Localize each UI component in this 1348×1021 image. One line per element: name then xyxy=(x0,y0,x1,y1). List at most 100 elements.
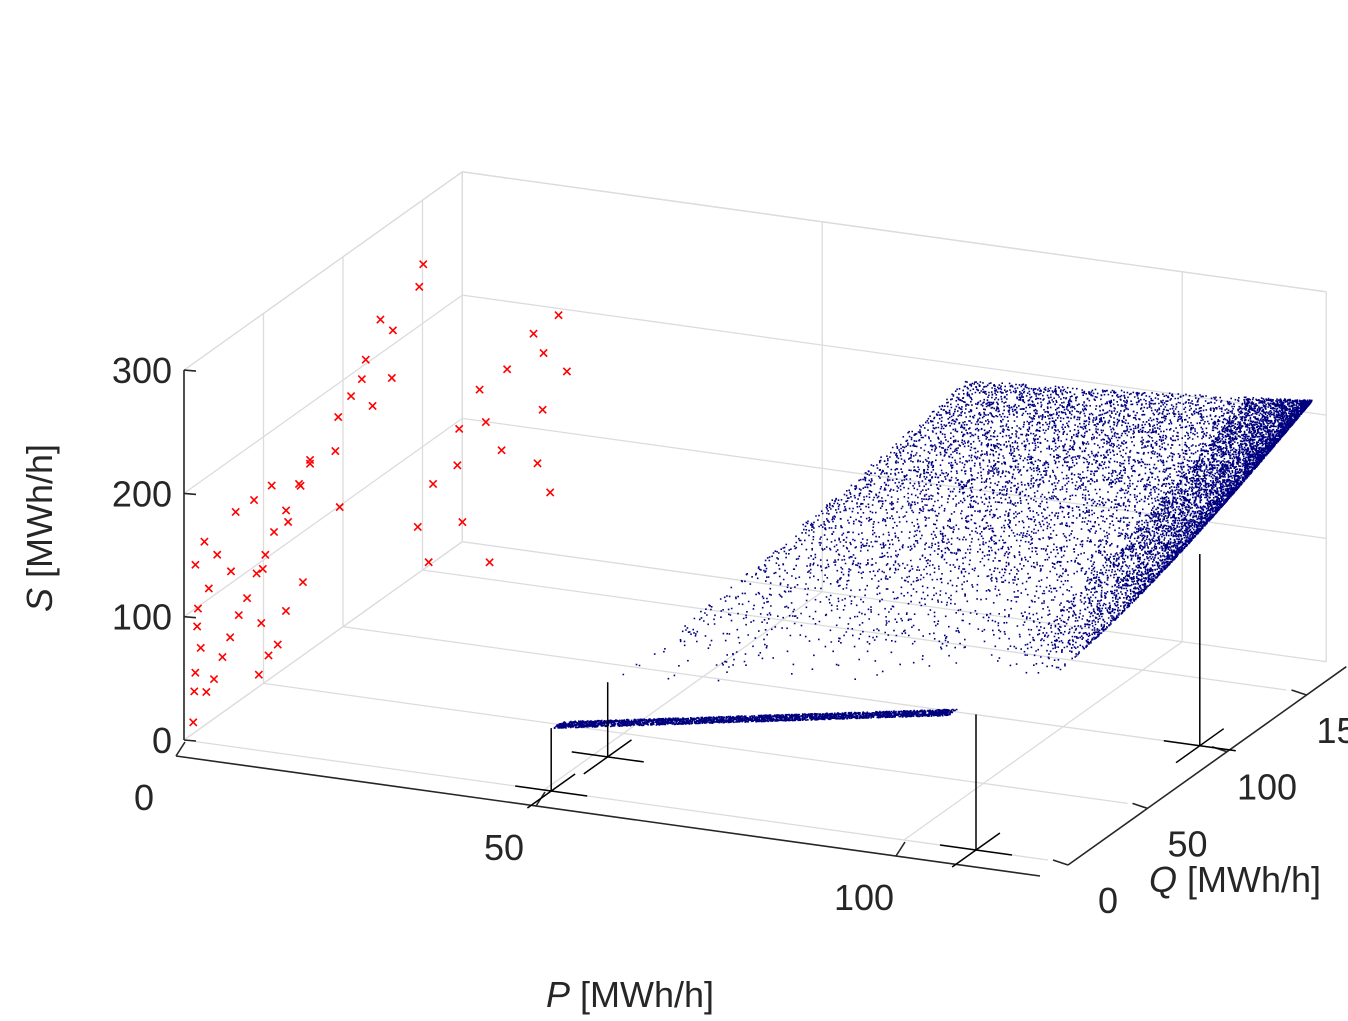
red-cross-marker xyxy=(562,367,572,376)
red-cross-marker xyxy=(419,260,428,269)
red-cross-stroke xyxy=(454,424,464,434)
y-axis-line xyxy=(1067,666,1347,866)
y-tick-label: 150 xyxy=(1316,710,1348,751)
red-cross-stroke xyxy=(481,417,491,427)
red-cross-stroke xyxy=(273,640,282,649)
red-cross-marker xyxy=(305,455,315,465)
red-cross-stroke xyxy=(267,481,276,490)
x-tick-label: 0 xyxy=(134,777,154,818)
red-cross-marker xyxy=(368,401,377,411)
red-cross-marker xyxy=(346,391,356,401)
red-cross-marker xyxy=(242,593,252,603)
red-cross-stroke xyxy=(305,455,315,465)
red-cross-stroke xyxy=(419,260,428,269)
red-cross-marker xyxy=(196,643,205,653)
red-cross-marker xyxy=(231,507,240,517)
grid-line-floor-p xyxy=(903,641,1183,841)
red-cross-stroke xyxy=(213,550,222,559)
red-cross-stroke xyxy=(296,481,305,490)
y-tick-mark xyxy=(1132,802,1148,810)
red-cross-marker xyxy=(252,569,261,578)
red-cross-stroke xyxy=(485,558,494,567)
reference-lines xyxy=(515,554,1236,868)
grid-line-floor-p xyxy=(543,591,823,791)
red-cross-marker xyxy=(475,385,484,394)
y-tick-mark xyxy=(1052,859,1069,866)
red-cross-marker xyxy=(209,674,219,684)
x-tick-mark xyxy=(895,841,906,857)
red-cross-stroke xyxy=(192,622,202,631)
red-cross-stroke xyxy=(200,537,209,546)
z-tick-mark xyxy=(183,492,197,496)
red-cross-marker xyxy=(191,560,200,569)
red-cross-stroke xyxy=(264,651,273,660)
red-cross-marker xyxy=(335,502,344,512)
red-cross-stroke xyxy=(538,405,547,414)
red-cross-marker xyxy=(415,282,424,292)
z-tick-mark xyxy=(183,369,197,372)
x-tick-label: 100 xyxy=(834,877,894,918)
red-cross-stroke xyxy=(388,326,398,335)
red-cross-stroke xyxy=(334,412,343,422)
red-cross-marker xyxy=(539,348,548,358)
red-cross-marker xyxy=(296,481,305,490)
red-cross-stroke xyxy=(458,517,467,527)
red-cross-stroke xyxy=(533,459,542,468)
red-cross-stroke xyxy=(475,385,484,394)
red-cross-marker xyxy=(502,365,512,374)
red-cross-stroke xyxy=(261,550,270,560)
y-tick-label: 0 xyxy=(1098,880,1118,921)
red-cross-marker xyxy=(189,718,198,727)
red-cross-stroke xyxy=(415,282,424,292)
red-cross-stroke xyxy=(269,527,279,537)
red-cross-marker xyxy=(273,640,282,649)
red-cross-marker xyxy=(413,522,422,532)
red-cross-stroke xyxy=(376,315,385,324)
red-cross-marker xyxy=(428,479,438,489)
z-tick-label: 0 xyxy=(152,720,172,761)
red-cross-marker xyxy=(357,374,367,384)
red-cross-marker xyxy=(258,564,267,574)
red-cross-marker xyxy=(204,584,213,593)
z-tick-label: 300 xyxy=(112,350,172,391)
red-cross-marker xyxy=(481,417,491,427)
z-axis-label: S [MWh/h] xyxy=(19,444,60,612)
red-cross-marker xyxy=(254,670,263,679)
red-cross-stroke xyxy=(231,507,240,517)
red-cross-stroke xyxy=(249,495,259,505)
red-cross-marker xyxy=(218,652,227,662)
red-cross-stroke xyxy=(428,479,438,489)
red-cross-stroke xyxy=(257,618,266,628)
red-cross-stroke xyxy=(242,593,252,603)
red-cross-marker xyxy=(257,618,266,628)
red-cross-stroke xyxy=(193,604,203,613)
red-cross-marker xyxy=(264,651,273,660)
red-cross-marker xyxy=(497,446,506,455)
red-cross-stroke xyxy=(189,718,198,727)
x-axis-label: P [MWh/h] xyxy=(546,974,714,1015)
red-cross-marker xyxy=(190,687,199,696)
grid-line-floor-q xyxy=(342,626,1208,748)
red-cross-stroke xyxy=(387,373,396,383)
red-cross-stroke xyxy=(502,365,512,374)
grid-line-side-z xyxy=(183,294,463,494)
red-cross-stroke xyxy=(298,577,308,587)
red-cross-marker xyxy=(554,311,563,320)
red-cross-stroke xyxy=(258,564,267,574)
red-cross-stroke xyxy=(196,643,205,653)
red-cross-stroke xyxy=(413,522,422,532)
grid-line-side-z xyxy=(183,417,463,618)
box-edge xyxy=(462,171,1327,293)
red-cross-marker xyxy=(281,606,291,616)
y-tick-label: 100 xyxy=(1237,767,1297,808)
y-tick-label: 50 xyxy=(1167,823,1207,864)
red-cross-marker xyxy=(387,373,396,383)
red-cross-marker xyxy=(261,550,270,560)
grid-line-floor-p xyxy=(183,541,463,741)
red-cross-marker xyxy=(269,527,279,537)
red-cross-stroke xyxy=(424,558,433,567)
red-cross-marker xyxy=(334,412,343,422)
reference-floor-cross xyxy=(583,739,632,775)
